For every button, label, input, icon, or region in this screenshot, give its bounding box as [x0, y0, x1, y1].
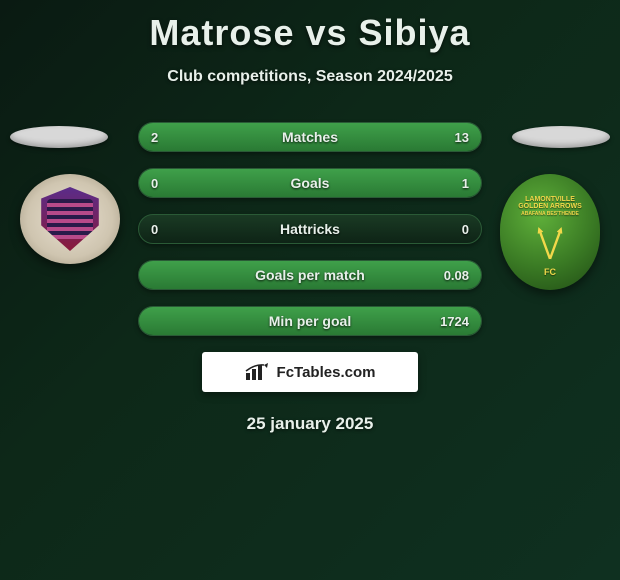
right-player-ellipse — [512, 126, 610, 148]
stat-row: Min per goal 1724 — [138, 306, 482, 336]
stat-right-value: 1724 — [440, 314, 469, 329]
subtitle: Club competitions, Season 2024/2025 — [0, 68, 620, 86]
badge-line3: ABAFANA BES'THENDE — [521, 211, 579, 217]
stat-label: Goals — [291, 175, 330, 191]
stats-bars: 2 Matches 13 0 Goals 1 0 Hattricks 0 Goals per ma… — [138, 122, 482, 336]
left-player-ellipse — [10, 126, 108, 148]
stat-label: Matches — [282, 129, 338, 145]
stat-row: 0 Hattricks 0 — [138, 214, 482, 244]
snapshot-date: 25 january 2025 — [0, 414, 620, 434]
bar-fill-left — [139, 123, 183, 151]
bar-chart-icon — [245, 363, 271, 381]
stat-label: Goals per match — [255, 267, 365, 283]
badge-line1: LAMONTVILLE — [525, 196, 575, 203]
stat-row: 2 Matches 13 — [138, 122, 482, 152]
brand-text: FcTables.com — [277, 364, 376, 381]
page-title: Matrose vs Sibiya — [0, 0, 620, 54]
stat-row: 0 Goals 1 — [138, 168, 482, 198]
comparison-panel: LAMONTVILLE GOLDEN ARROWS ABAFANA BES'TH… — [0, 122, 620, 434]
shield-icon — [38, 187, 102, 251]
stat-right-value: 1 — [462, 176, 469, 191]
badge-line2: GOLDEN ARROWS — [518, 203, 582, 210]
shield-stripes — [47, 199, 93, 239]
stat-label: Min per goal — [269, 313, 351, 329]
stat-left-value: 2 — [151, 130, 158, 145]
right-club-badge: LAMONTVILLE GOLDEN ARROWS ABAFANA BES'TH… — [500, 174, 600, 290]
brand-box[interactable]: FcTables.com — [202, 352, 418, 392]
stat-right-value: 13 — [455, 130, 469, 145]
stat-left-value: 0 — [151, 222, 158, 237]
stat-left-value: 0 — [151, 176, 158, 191]
stat-right-value: 0 — [462, 222, 469, 237]
stat-label: Hattricks — [280, 221, 340, 237]
badge-fc: FC — [544, 267, 556, 277]
stat-row: Goals per match 0.08 — [138, 260, 482, 290]
badge-text-top: LAMONTVILLE GOLDEN ARROWS ABAFANA BES'TH… — [518, 196, 582, 217]
stat-right-value: 0.08 — [444, 268, 469, 283]
arrows-icon — [530, 223, 570, 263]
left-club-badge — [20, 174, 120, 264]
